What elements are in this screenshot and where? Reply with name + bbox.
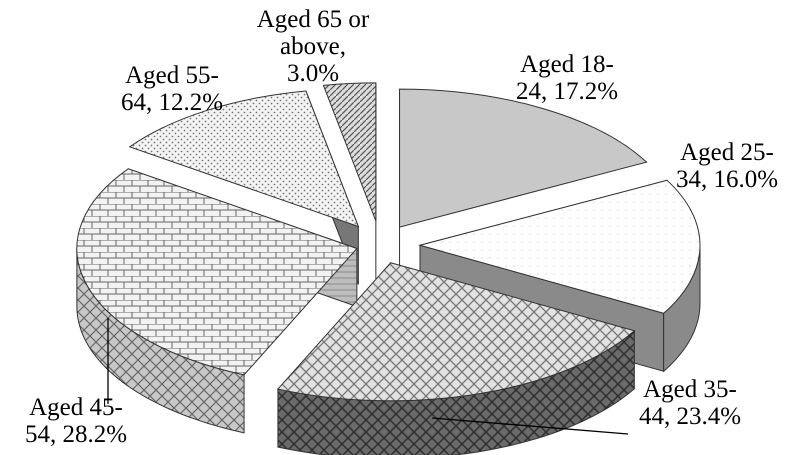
slice-label-line: Aged 25- <box>680 139 774 166</box>
slice-label-line: above, <box>280 33 346 60</box>
slice-labels: Aged 18-24, 17.2% Aged 25-34, 16.0% Aged 3… <box>25 6 778 448</box>
leader-line-aged-35-44 <box>431 417 629 435</box>
slice-label-0: Aged 18-24, 17.2% <box>516 51 618 105</box>
slice-label-4: Aged 55-64, 12.2% <box>121 62 223 116</box>
slice-label-line: Aged 55- <box>125 62 219 89</box>
pie-slice-0 <box>399 88 648 228</box>
slice-label-line: 54, 28.2% <box>25 421 127 448</box>
slice-label-line: 3.0% <box>287 60 339 87</box>
pie-slice-5 <box>322 82 377 222</box>
slice-label-3: Aged 45-54, 28.2% <box>25 394 127 448</box>
slice-label-line: Aged 65 or <box>257 6 370 33</box>
pie-slice-group-4 <box>128 90 360 285</box>
pie-slice-2 <box>276 262 636 402</box>
pie-slice-4 <box>128 90 360 228</box>
pie-slice-group-3 <box>76 168 358 434</box>
slice-label-5: Aged 65 or above, 3.0% <box>257 6 370 87</box>
leader-lines <box>107 318 629 435</box>
pie-slice-group-5 <box>322 82 377 279</box>
slice-label-line: 64, 12.2% <box>121 89 223 116</box>
slice-label-2: Aged 35-44, 23.4% <box>639 376 741 430</box>
slice-label-line: 24, 17.2% <box>516 78 618 105</box>
slice-label-line: Aged 35- <box>643 376 737 403</box>
pie-slice-group-2 <box>276 262 636 455</box>
pie-slices <box>76 82 701 455</box>
slice-label-line: Aged 18- <box>520 51 614 78</box>
slice-label-1: Aged 25-34, 16.0% <box>676 139 778 193</box>
pie-slice-1 <box>418 179 701 314</box>
pie-slice-3 <box>76 168 358 376</box>
slice-label-line: 34, 16.0% <box>676 166 778 193</box>
slice-label-line: Aged 45- <box>29 394 123 421</box>
slice-label-line: 44, 23.4% <box>639 403 741 430</box>
